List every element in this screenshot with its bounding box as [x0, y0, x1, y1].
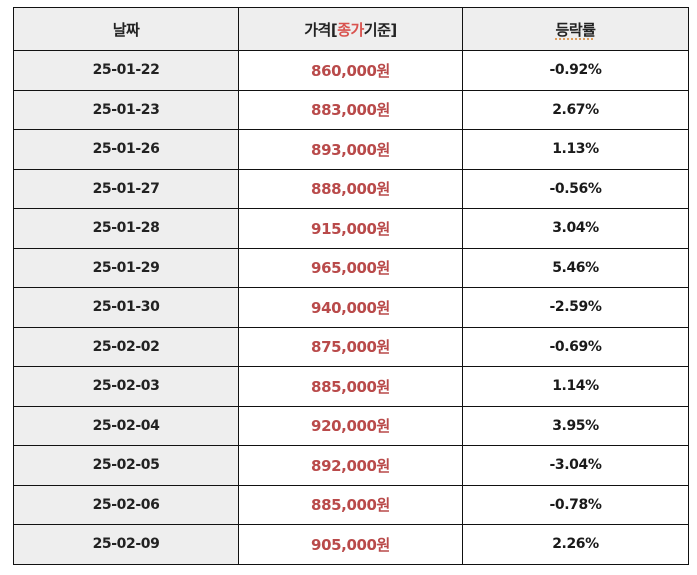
change-cell: -0.56% [462, 168, 689, 209]
price-cell: 860,000원 [238, 50, 463, 91]
price-cell: 875,000원 [238, 326, 463, 367]
header-row: 날짜 가격[종가기준] 등락률 [13, 7, 689, 51]
date-cell: 25-02-09 [13, 524, 239, 565]
date-cell: 25-02-06 [13, 484, 239, 525]
change-cell: -2.59% [462, 287, 689, 328]
change-cell: -0.78% [462, 484, 689, 525]
change-cell: 2.26% [462, 524, 689, 565]
date-cell: 25-02-02 [13, 326, 239, 367]
change-cell: 1.14% [462, 366, 689, 407]
price-cell: 905,000원 [238, 524, 463, 565]
price-cell: 893,000원 [238, 129, 463, 170]
table-row: 25-01-23 883,000원 2.67% [13, 89, 689, 130]
price-cell: 885,000원 [238, 484, 463, 525]
date-cell: 25-01-26 [13, 129, 239, 170]
date-cell: 25-02-05 [13, 445, 239, 486]
header-change-label: 등락률 [555, 20, 596, 39]
table-row: 25-01-22 860,000원 -0.92% [13, 50, 689, 91]
header-price-prefix: 가격[ [304, 20, 338, 39]
price-cell: 940,000원 [238, 287, 463, 328]
header-price: 가격[종가기준] [238, 7, 463, 51]
price-cell: 888,000원 [238, 168, 463, 209]
table-row: 25-02-09 905,000원 2.26% [13, 524, 689, 565]
price-cell: 920,000원 [238, 405, 463, 446]
price-cell: 965,000원 [238, 247, 463, 288]
table-row: 25-01-29 965,000원 5.46% [13, 247, 689, 288]
date-cell: 25-01-22 [13, 50, 239, 91]
change-cell: 5.46% [462, 247, 689, 288]
price-cell: 885,000원 [238, 366, 463, 407]
table-row: 25-02-05 892,000원 -3.04% [13, 445, 689, 486]
date-cell: 25-01-30 [13, 287, 239, 328]
table-row: 25-02-06 885,000원 -0.78% [13, 484, 689, 525]
header-date: 날짜 [13, 7, 239, 51]
change-cell: 2.67% [462, 89, 689, 130]
change-cell: 1.13% [462, 129, 689, 170]
table-row: 25-02-02 875,000원 -0.69% [13, 326, 689, 367]
table-row: 25-01-27 888,000원 -0.56% [13, 168, 689, 209]
price-cell: 915,000원 [238, 208, 463, 249]
stock-price-table: 날짜 가격[종가기준] 등락률 25-01-22 860,000원 -0.92% 25… [13, 7, 689, 565]
price-cell: 892,000원 [238, 445, 463, 486]
date-cell: 25-01-28 [13, 208, 239, 249]
table-row: 25-01-30 940,000원 -2.59% [13, 287, 689, 328]
change-cell: 3.95% [462, 405, 689, 446]
date-cell: 25-02-03 [13, 366, 239, 407]
table-row: 25-02-03 885,000원 1.14% [13, 366, 689, 407]
change-cell: 3.04% [462, 208, 689, 249]
date-cell: 25-01-23 [13, 89, 239, 130]
table-row: 25-02-04 920,000원 3.95% [13, 405, 689, 446]
price-cell: 883,000원 [238, 89, 463, 130]
table-row: 25-01-26 893,000원 1.13% [13, 129, 689, 170]
header-price-suffix: 기준] [363, 20, 397, 39]
header-price-highlight: 종가 [337, 20, 364, 39]
table-body: 25-01-22 860,000원 -0.92% 25-01-23 883,000원 2.… [13, 50, 689, 565]
change-cell: -0.69% [462, 326, 689, 367]
date-cell: 25-01-27 [13, 168, 239, 209]
date-cell: 25-02-04 [13, 405, 239, 446]
change-cell: -0.92% [462, 50, 689, 91]
date-cell: 25-01-29 [13, 247, 239, 288]
table-row: 25-01-28 915,000원 3.04% [13, 208, 689, 249]
header-change: 등락률 [462, 7, 689, 51]
change-cell: -3.04% [462, 445, 689, 486]
